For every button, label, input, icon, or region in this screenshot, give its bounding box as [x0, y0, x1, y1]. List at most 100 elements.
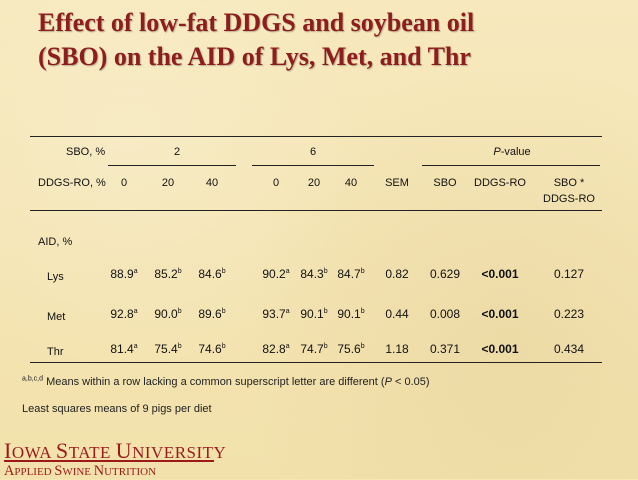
cell-value: 90.1b [337, 307, 364, 321]
header-ddgs-4: 20 [307, 177, 321, 189]
header-pvalue-suffix: -value [500, 146, 531, 158]
logo-rest: UTRITION [104, 466, 157, 478]
cell-superscript: b [177, 268, 182, 275]
cell-number: 75.6 [337, 342, 361, 356]
cell-superscript: b [323, 343, 328, 350]
logo-rest: OWA [11, 443, 52, 462]
cell-value: 89.6b [198, 307, 225, 321]
cell-value: 84.6b [198, 267, 225, 281]
sbo-2-span-rule [108, 165, 236, 166]
cell-p-sbo: 0.371 [429, 342, 461, 356]
cell-value: 75.4b [154, 342, 181, 356]
cell-number: 90.1 [300, 307, 324, 321]
header-p-inter-1: SBO * [553, 177, 585, 189]
cell-sem: 1.18 [385, 342, 409, 356]
pvalue-span-rule [422, 165, 600, 166]
cell-value: 90.0b [154, 307, 181, 321]
cell-superscript: b [221, 343, 226, 350]
logo-initial: S [54, 463, 63, 479]
row-label-thr: Thr [47, 346, 64, 358]
row-label-lys: Lys [47, 271, 64, 283]
logo-initial: I [4, 438, 12, 463]
cell-number: 85.2 [154, 267, 178, 281]
cell-value: 74.7b [300, 342, 327, 356]
footnote-significance: a,b,c,d Means within a row lacking a com… [22, 375, 430, 388]
cell-number: 84.7 [337, 267, 361, 281]
cell-p-inter: 0.223 [553, 307, 585, 321]
sbo-6-span-rule [252, 165, 374, 166]
cell-superscript: b [323, 268, 328, 275]
cell-p-sbo: 0.008 [429, 307, 461, 321]
row-label-met: Met [47, 311, 66, 323]
cell-value: 75.6b [337, 342, 364, 356]
cell-superscript: a [133, 308, 138, 315]
header-sbo-label: SBO, % [66, 146, 106, 158]
cell-p-ddgs: <0.001 [481, 267, 519, 281]
header-pvalue-p: P [493, 146, 501, 158]
cell-superscript: b [360, 308, 365, 315]
header-sbo-6: 6 [309, 146, 317, 158]
university-logo-text: IOWA STATE UNIVERSITY [4, 438, 226, 464]
header-ddgs-5: 40 [344, 177, 358, 189]
cell-value: 93.7a [262, 307, 289, 321]
cell-number: 88.9 [110, 267, 134, 281]
cell-value: 90.2a [262, 267, 289, 281]
cell-value: 84.3b [300, 267, 327, 281]
cell-sem: 0.44 [385, 307, 409, 321]
cell-value: 84.7b [337, 267, 364, 281]
cell-number: 92.8 [110, 307, 134, 321]
logo-initial: N [93, 463, 105, 479]
cell-value: 82.8a [262, 342, 289, 356]
cell-superscript: a [285, 268, 290, 275]
cell-value: 85.2b [154, 267, 181, 281]
cell-number: 84.6 [198, 267, 222, 281]
cell-value: 74.6b [198, 342, 225, 356]
cell-superscript: b [323, 308, 328, 315]
section-aid-label: AID, % [38, 236, 73, 248]
logo-initial: A [4, 463, 15, 479]
cell-number: 90.2 [262, 267, 286, 281]
cell-number: 90.1 [337, 307, 361, 321]
header-ddgs-label: DDGS-RO, % [38, 177, 106, 189]
header-p-ddgs: DDGS-RO [474, 177, 526, 189]
logo-rest: PPLIED [14, 466, 52, 478]
cell-superscript: a [133, 268, 138, 275]
cell-superscript: a [285, 308, 290, 315]
slide-title: Effect of low-fat DDGS and soybean oil (… [38, 6, 628, 74]
cell-superscript: a [285, 343, 290, 350]
cell-number: 89.6 [198, 307, 222, 321]
header-sem: SEM [385, 177, 409, 189]
footnote-superscripts: a,b,c,d [22, 375, 44, 383]
cell-p-inter: 0.127 [553, 267, 585, 281]
cell-value: 88.9a [110, 267, 137, 281]
header-ddgs-1: 20 [161, 177, 175, 189]
cell-number: 74.6 [198, 342, 222, 356]
logo-initial: U [115, 438, 133, 463]
cell-number: 74.7 [300, 342, 324, 356]
header-p-sbo: SBO [433, 177, 457, 189]
header-ddgs-0: 0 [120, 177, 128, 189]
logo-rest: WINE [62, 466, 92, 478]
cell-p-sbo: 0.629 [429, 267, 461, 281]
cell-superscript: b [221, 308, 226, 315]
header-p-inter-2: DDGS-RO [543, 193, 595, 205]
cell-p-ddgs: <0.001 [481, 342, 519, 356]
footnote-lsmeans: Least squares means of 9 pigs per diet [22, 403, 212, 415]
cell-value: 90.1b [300, 307, 327, 321]
title-line-2: (SBO) on the AID of Lys, Met, and Thr [38, 42, 471, 71]
cell-number: 90.0 [154, 307, 178, 321]
cell-superscript: a [133, 343, 138, 350]
header-sbo-2: 2 [173, 146, 181, 158]
header-bottom-rule [30, 210, 602, 211]
header-pvalue: P-value [493, 146, 530, 158]
cell-number: 75.4 [154, 342, 178, 356]
title-line-1: Effect of low-fat DDGS and soybean oil [38, 8, 475, 37]
cell-p-ddgs: <0.001 [481, 307, 519, 321]
cell-superscript: b [177, 343, 182, 350]
header-ddgs-3: 0 [272, 177, 280, 189]
cell-value: 81.4a [110, 342, 137, 356]
cell-sem: 0.82 [385, 267, 409, 281]
cell-value: 92.8a [110, 307, 137, 321]
cell-superscript: b [360, 343, 365, 350]
